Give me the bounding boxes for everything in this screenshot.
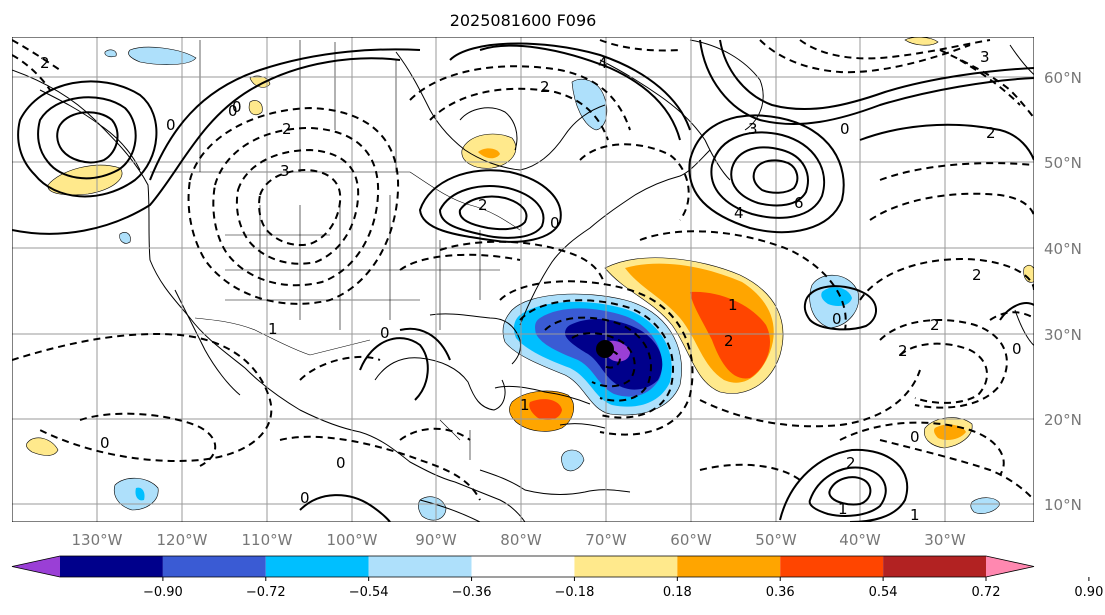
svg-text:2: 2 [986,124,996,142]
colorbar-swatch [780,556,884,577]
svg-text:80°W: 80°W [500,531,542,549]
svg-text:50°N: 50°N [1044,154,1082,172]
colorbar-swatch [986,556,1034,577]
svg-text:0: 0 [1012,340,1022,358]
svg-text:0: 0 [228,102,238,120]
svg-text:110°W: 110°W [242,531,293,549]
svg-text:1: 1 [910,506,920,524]
colorbar-tick-label: −0.54 [349,585,389,600]
svg-text:2: 2 [972,266,982,284]
svg-text:90°W: 90°W [415,531,457,549]
colorbar-tick-label: 0.90 [1074,585,1103,600]
latitude-labels: 60°N 50°N 40°N 30°N 20°N 10°N [1044,69,1082,514]
svg-text:2: 2 [724,332,734,350]
svg-text:0: 0 [100,434,110,452]
svg-text:100°W: 100°W [327,531,378,549]
svg-text:6: 6 [794,194,804,212]
svg-text:0: 0 [832,310,842,328]
svg-text:10°N: 10°N [1044,496,1082,514]
svg-text:0: 0 [840,120,850,138]
colorbar-tick-label: −0.18 [555,585,595,600]
colorbar: −0.90 −0.72 −0.54 −0.36 −0.18 0.18 0.36 0.54 0.7… [11,555,1103,600]
colorbar-swatch [883,556,986,577]
colorbar-tick-label: −0.72 [246,585,286,600]
svg-text:130°W: 130°W [72,531,123,549]
svg-text:2: 2 [846,454,856,472]
svg-text:2: 2 [478,196,488,214]
svg-text:3: 3 [748,120,758,138]
colorbar-tick-label: 0.36 [766,585,795,600]
svg-text:2: 2 [930,316,940,334]
negative-contours [12,39,1034,501]
svg-text:0: 0 [336,454,346,472]
svg-text:60°W: 60°W [670,531,712,549]
colorbar-tick-label: −0.90 [143,585,183,600]
svg-text:60°N: 60°N [1044,69,1082,87]
longitude-labels: 130°W 120°W 110°W 100°W 90°W 80°W 70°W 6… [72,531,966,549]
colorbar-swatch [265,556,369,577]
colorbar-tick-label: 0.54 [869,585,898,600]
colorbar-swatch [12,556,60,577]
svg-text:120°W: 120°W [157,531,208,549]
svg-text:3: 3 [980,48,990,66]
svg-text:4: 4 [598,54,608,72]
svg-text:50°W: 50°W [755,531,797,549]
storm-center-marker [596,340,614,358]
map-title: 2025081600 F096 [450,11,597,30]
svg-text:2: 2 [40,54,50,72]
svg-text:2: 2 [540,78,550,96]
colorbar-swatch [60,556,163,577]
positive-contours [12,39,1034,522]
svg-text:0: 0 [550,214,560,232]
svg-text:4: 4 [734,204,744,222]
gridlines [12,37,1034,522]
svg-text:2: 2 [282,120,292,138]
svg-text:0: 0 [910,428,920,446]
svg-text:1: 1 [838,500,848,518]
svg-text:1: 1 [728,296,738,314]
svg-text:0: 0 [380,324,390,342]
svg-text:0: 0 [232,98,242,116]
colorbar-swatch [471,556,575,577]
colorbar-tick-label: 0.18 [663,585,692,600]
svg-text:3: 3 [280,162,290,180]
svg-text:20°N: 20°N [1044,411,1082,429]
contour-labels: 2 0 2 4 6 4 3 0 2 0 0 2 1 0 0 2 1 2 3 0 … [40,48,1022,524]
colorbar-outline [11,555,1035,578]
svg-text:1: 1 [268,320,278,338]
map-area: 2 0 2 4 6 4 3 0 2 0 0 2 1 0 0 2 1 2 3 0 … [12,37,1034,524]
svg-text:70°W: 70°W [585,531,627,549]
svg-text:30°N: 30°N [1044,326,1082,344]
svg-text:1: 1 [520,396,530,414]
colorbar-swatch [574,556,678,577]
colorbar-swatch [162,556,266,577]
svg-text:0: 0 [300,489,310,507]
svg-text:30°W: 30°W [924,531,966,549]
colorbar-tick-label: 0.72 [972,585,1001,600]
svg-text:0: 0 [166,116,176,134]
colorbar-tick-label: −0.36 [452,585,492,600]
svg-text:40°N: 40°N [1044,240,1082,258]
colorbar-swatch [368,556,472,577]
svg-text:40°W: 40°W [839,531,881,549]
colorbar-swatch [677,556,781,577]
svg-text:2: 2 [898,342,908,360]
